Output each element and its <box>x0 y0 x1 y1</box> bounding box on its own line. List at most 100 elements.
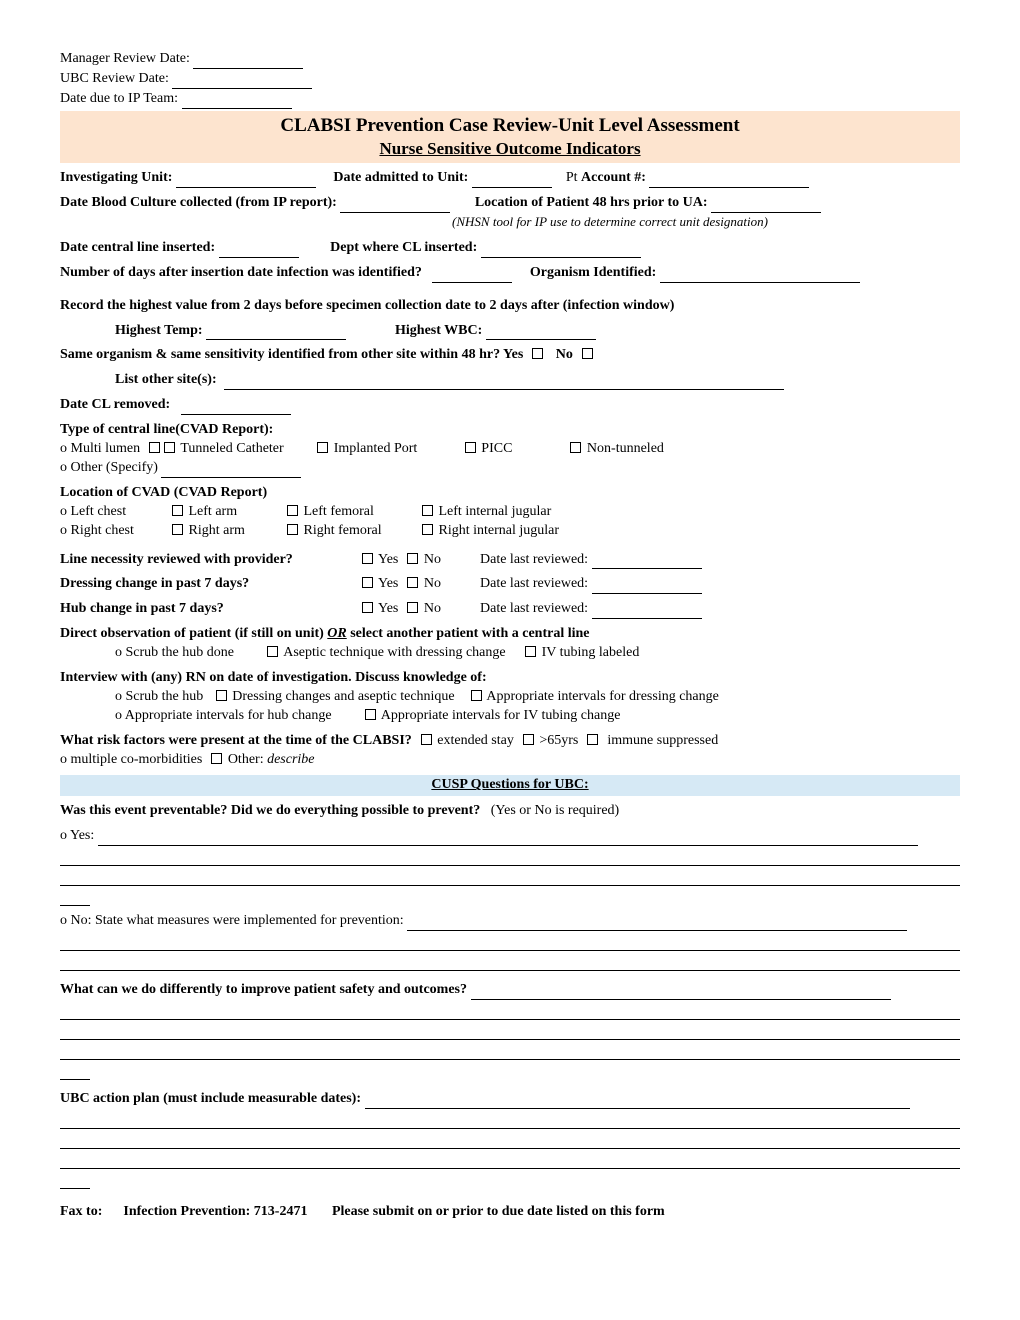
manager-review-blank[interactable] <box>193 55 303 69</box>
line[interactable] <box>60 850 960 866</box>
title-main: CLABSI Prevention Case Review-Unit Level… <box>60 113 960 139</box>
date-admitted-blank[interactable] <box>472 174 552 188</box>
line[interactable] <box>60 935 960 951</box>
line[interactable] <box>60 1173 90 1189</box>
cusp-diff-blank[interactable] <box>471 986 891 1000</box>
pt-account-blank[interactable] <box>649 174 809 188</box>
cusp-yes[interactable]: Yes: <box>60 828 94 843</box>
risk-ext: extended stay <box>437 733 514 748</box>
loc-larm: Left arm <box>189 504 238 519</box>
int-hub[interactable]: Appropriate intervals for hub change <box>115 708 332 723</box>
cvad-picc-checkbox[interactable] <box>465 442 476 453</box>
cl-removed-blank[interactable] <box>181 401 291 415</box>
ubc-review-blank[interactable] <box>172 75 312 89</box>
same-org-no-label: No <box>556 347 573 362</box>
location48-label: Location of Patient 48 hrs prior to UA: <box>475 195 708 210</box>
cusp-action-blank[interactable] <box>365 1095 910 1109</box>
list-sites-blank[interactable] <box>224 376 784 390</box>
cvad-nontunneled: Non-tunneled <box>587 441 664 456</box>
cvad-type-heading: Type of central line(CVAD Report): <box>60 421 960 440</box>
risk-immune: immune suppressed <box>607 733 718 748</box>
faxto-submit: Please submit on or prior to due date li… <box>332 1204 665 1219</box>
line[interactable] <box>60 1044 960 1060</box>
same-org-yes-checkbox[interactable] <box>532 348 543 359</box>
ubc-review-label: UBC Review Date: <box>60 71 169 86</box>
loc-lij: Left internal jugular <box>439 504 552 519</box>
risk-other: Other: <box>228 752 264 767</box>
int-dressing: Dressing changes and aseptic technique <box>232 689 454 704</box>
organism-label: Organism Identified: <box>530 265 656 280</box>
cl-inserted-label: Date central line inserted: <box>60 240 215 255</box>
int-scrub[interactable]: Scrub the hub <box>115 689 203 704</box>
highest-wbc-blank[interactable] <box>486 326 596 340</box>
list-sites-label: List other site(s): <box>115 372 217 387</box>
title-band: CLABSI Prevention Case Review-Unit Level… <box>60 111 960 164</box>
loc-rfem: Right femoral <box>304 523 382 538</box>
location48-blank[interactable] <box>711 199 821 213</box>
obs-scrub[interactable]: Scrub the hub done <box>115 645 234 660</box>
int-interval-iv: Appropriate intervals for IV tubing chan… <box>381 708 621 723</box>
cvad-nontunneled-checkbox[interactable] <box>570 442 581 453</box>
cvad-implanted: Implanted Port <box>334 441 418 456</box>
line[interactable] <box>60 890 90 906</box>
line[interactable] <box>60 870 960 886</box>
highest-temp-blank[interactable] <box>206 326 346 340</box>
same-org-no-checkbox[interactable] <box>582 348 593 359</box>
date-admitted-label: Date admitted to Unit: <box>333 170 468 185</box>
risk-age: >65yrs <box>539 733 578 748</box>
cvad-other-blank[interactable] <box>161 464 301 478</box>
loc-rchest[interactable]: Right chest <box>60 523 134 538</box>
cvad-tunneled: Tunneled Catheter <box>180 441 283 456</box>
cvad-other[interactable]: Other (Specify) <box>60 460 158 475</box>
int-interval-dress: Appropriate intervals for dressing chang… <box>486 689 718 704</box>
line[interactable] <box>60 1113 960 1129</box>
risk-heading: What risk factors were present at the ti… <box>60 733 412 748</box>
nhsn-note: (NHSN tool for IP use to determine corre… <box>452 214 768 229</box>
loc-rij: Right internal jugular <box>439 523 560 538</box>
direct-obs-heading2: select another patient with a central li… <box>347 626 590 641</box>
due-ip-label: Date due to IP Team: <box>60 91 178 106</box>
loc-rarm: Right arm <box>189 523 245 538</box>
cusp-heading: CUSP Questions for UBC: <box>60 775 960 796</box>
cvad-implanted-checkbox[interactable] <box>317 442 328 453</box>
obs-aseptic: Aseptic technique with dressing change <box>283 645 505 660</box>
bc-collected-blank[interactable] <box>340 199 450 213</box>
bc-collected-label: Date Blood Culture collected (from IP re… <box>60 195 337 210</box>
dressing-label: Dressing change in past 7 days? <box>60 575 360 594</box>
interview-heading: Interview with (any) RN on date of inves… <box>60 670 487 685</box>
pt-account-label: Account #: <box>581 170 646 185</box>
direct-obs-heading: Direct observation of patient (if still … <box>60 626 327 641</box>
cl-removed-label: Date CL removed: <box>60 397 170 412</box>
cusp-no-blank[interactable] <box>407 917 907 931</box>
cusp-differently: What can we do differently to improve pa… <box>60 982 467 997</box>
title-sub: Nurse Sensitive Outcome Indicators <box>60 138 960 161</box>
cvad-multi[interactable]: Multi lumen <box>60 441 140 456</box>
obs-ivtube: IV tubing labeled <box>542 645 640 660</box>
loc-lchest[interactable]: Left chest <box>60 504 126 519</box>
line[interactable] <box>60 1064 90 1080</box>
cl-inserted-blank[interactable] <box>219 244 299 258</box>
infection-window-label: Record the highest value from 2 days bef… <box>60 298 674 313</box>
cusp-action: UBC action plan (must include measurable… <box>60 1091 361 1106</box>
faxto-label: Fax to: <box>60 1204 102 1219</box>
organism-blank[interactable] <box>660 269 860 283</box>
days-after-label: Number of days after insertion date infe… <box>60 265 422 280</box>
highest-wbc-label: Highest WBC: <box>395 323 482 338</box>
days-after-blank[interactable] <box>432 269 512 283</box>
line[interactable] <box>60 1004 960 1020</box>
direct-obs-or: OR <box>327 626 346 641</box>
cusp-preventable: Was this event preventable? Did we do ev… <box>60 803 480 818</box>
line[interactable] <box>60 1153 960 1169</box>
manager-review-label: Manager Review Date: <box>60 51 190 66</box>
line[interactable] <box>60 1024 960 1040</box>
cusp-no[interactable]: No: State what measures were implemented… <box>60 913 404 928</box>
line[interactable] <box>60 955 960 971</box>
cvad-picc: PICC <box>481 441 512 456</box>
risk-comorbid[interactable]: multiple co-morbidities <box>60 752 202 767</box>
cusp-yes-blank[interactable] <box>98 832 918 846</box>
investigating-unit-blank[interactable] <box>176 174 316 188</box>
due-ip-blank[interactable] <box>182 95 292 109</box>
faxto-ip: Infection Prevention: 713-2471 <box>123 1204 307 1219</box>
dept-cl-blank[interactable] <box>481 244 641 258</box>
line[interactable] <box>60 1133 960 1149</box>
